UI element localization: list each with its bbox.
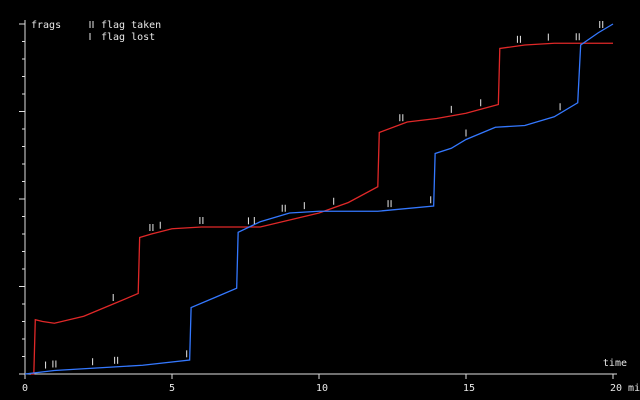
x-tick-label: 15 (463, 383, 475, 394)
x-axis-label: time (603, 358, 627, 369)
x-tick-label: 5 (169, 383, 175, 394)
x-tick-label: 0 (22, 383, 28, 394)
y-axis-label: frags (31, 20, 61, 31)
series-line (30, 42, 613, 375)
legend-label: flag taken (101, 20, 161, 31)
x-tick-label: 20 min (610, 383, 640, 394)
legend-label: flag lost (101, 32, 155, 43)
x-tick-label: 10 (316, 383, 328, 394)
series-line (24, 23, 614, 375)
